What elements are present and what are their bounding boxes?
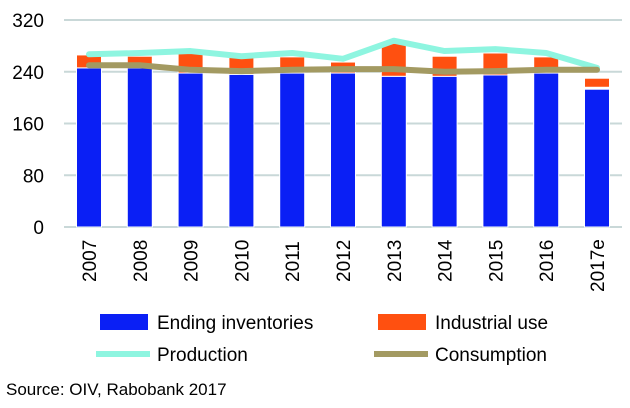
- x-tick-label: 2017e: [588, 239, 609, 292]
- legend-label-industrial-use: Industrial use: [435, 313, 548, 334]
- y-tick-label: 320: [12, 11, 44, 32]
- bar-ending-inventories: [76, 67, 102, 228]
- bar-ending-inventories: [380, 75, 407, 228]
- legend-swatch-ending-inventories: [100, 314, 148, 330]
- x-tick-label: 2009: [182, 240, 203, 282]
- y-tick-label: 240: [12, 63, 44, 84]
- bar-ending-inventories: [279, 72, 306, 228]
- x-tick-label: 2007: [80, 240, 101, 282]
- line-production: [86, 37, 600, 71]
- y-tick-label: 160: [12, 115, 44, 136]
- x-tick-label: 2013: [385, 240, 406, 282]
- bar-ending-inventories: [228, 73, 255, 228]
- x-tick-label: 2016: [537, 240, 558, 282]
- bar-industrial-use: [584, 77, 610, 88]
- legend-swatch-industrial-use: [378, 314, 426, 330]
- bar-ending-inventories: [533, 72, 560, 228]
- legend-label-production: Production: [157, 345, 248, 366]
- y-tick-label: 0: [33, 218, 44, 239]
- x-tick-label: 2015: [486, 240, 507, 282]
- bar-ending-inventories: [584, 88, 610, 228]
- source-note: Source: OIV, Rabobank 2017: [6, 380, 227, 399]
- bar-ending-inventories: [126, 67, 153, 228]
- x-tick-label: 2011: [283, 241, 304, 282]
- x-tick-label: 2010: [232, 240, 253, 282]
- y-tick-label: 80: [23, 166, 44, 187]
- bar-ending-inventories: [330, 72, 356, 228]
- bar-ending-inventories: [482, 74, 509, 228]
- bar-ending-inventories: [177, 72, 204, 228]
- legend-label-consumption: Consumption: [435, 345, 547, 366]
- legend-label-ending-inventories: Ending inventories: [157, 313, 313, 334]
- x-tick-label: 2008: [131, 240, 152, 282]
- x-tick-label: 2014: [436, 239, 457, 282]
- x-tick-label: 2012: [334, 240, 355, 282]
- line-consumption: [86, 62, 600, 75]
- bar-ending-inventories: [431, 75, 458, 228]
